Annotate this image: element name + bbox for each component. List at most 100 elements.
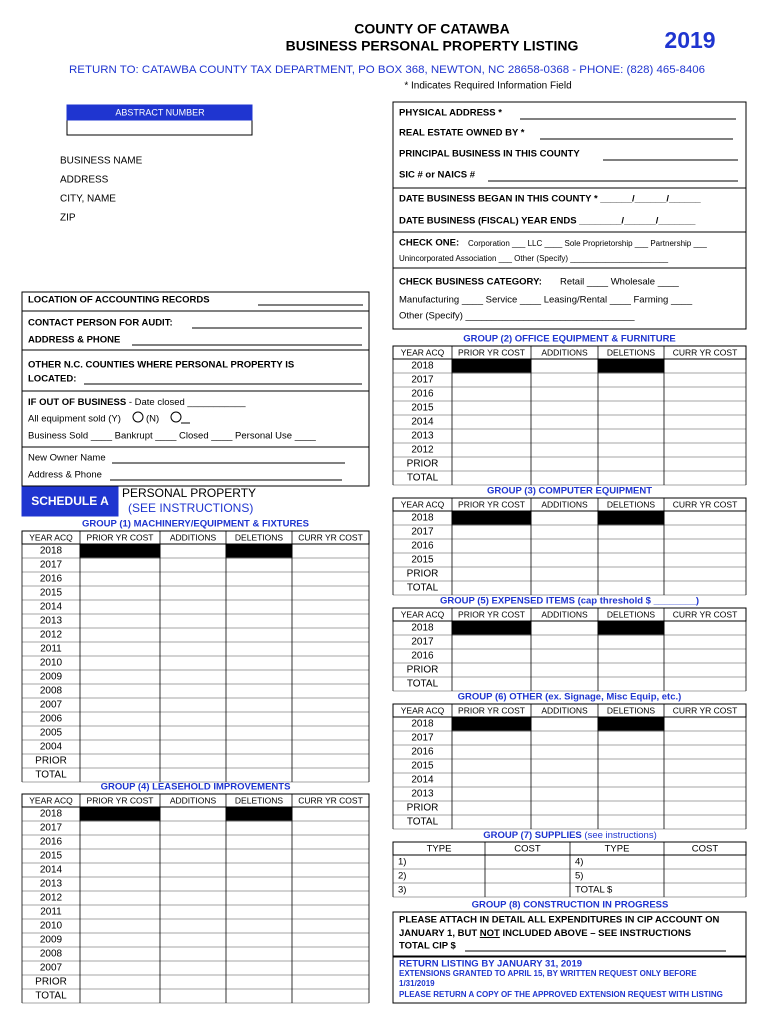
row-label: 2015 bbox=[411, 761, 434, 772]
row-label: 2012 bbox=[40, 893, 63, 904]
label: Unincorporated Association ___ Other (Sp… bbox=[399, 254, 669, 263]
box bbox=[21, 486, 119, 517]
row-label: 2011 bbox=[40, 907, 62, 918]
box bbox=[451, 510, 532, 526]
label: LOCATION OF ACCOUNTING RECORDS bbox=[28, 295, 210, 306]
label: CONTACT PERSON FOR AUDIT: bbox=[28, 318, 173, 329]
label: SCHEDULE A bbox=[31, 494, 109, 508]
column-header: YEAR ACQ bbox=[401, 499, 445, 509]
box bbox=[79, 543, 161, 559]
column-header: DELETIONS bbox=[607, 499, 656, 509]
row-label: 2016 bbox=[411, 651, 434, 662]
year: 2019 bbox=[664, 27, 715, 53]
label: Business Sold ____ Bankrupt ____ Closed … bbox=[28, 431, 317, 442]
label: - Date closed ___________ bbox=[126, 397, 246, 408]
label: GROUP (7) SUPPLIES bbox=[483, 830, 582, 841]
label: TOTAL CIP $ bbox=[399, 941, 457, 952]
row-label: PRIOR bbox=[407, 459, 439, 470]
row-label: 2012 bbox=[40, 630, 63, 641]
column-header: YEAR ACQ bbox=[401, 347, 445, 357]
box bbox=[225, 806, 293, 822]
label: Retail ____ Wholesale ____ bbox=[560, 277, 680, 288]
row-label: 2018 bbox=[411, 361, 434, 372]
row-label: 2018 bbox=[411, 719, 434, 730]
label: 3) bbox=[398, 885, 406, 896]
row-label: 2016 bbox=[411, 541, 434, 552]
box bbox=[451, 620, 532, 636]
property-field: DATE BUSINESS (FISCAL) YEAR ENDS _______… bbox=[399, 216, 696, 227]
column-header: PRIOR YR COST bbox=[87, 795, 154, 805]
label: TOTAL $ bbox=[575, 885, 613, 896]
row-label: 2016 bbox=[40, 837, 63, 848]
column-header: ADDITIONS bbox=[541, 347, 588, 357]
title: BUSINESS PERSONAL PROPERTY LISTING bbox=[286, 38, 579, 54]
column-header: DELETIONS bbox=[607, 609, 656, 619]
row-label: 2017 bbox=[411, 733, 434, 744]
row-label: 2017 bbox=[40, 823, 63, 834]
column-header: PRIOR YR COST bbox=[458, 347, 525, 357]
row-label: 2018 bbox=[411, 513, 434, 524]
row-label: 2013 bbox=[411, 431, 434, 442]
row-label: 2009 bbox=[40, 672, 63, 683]
label: All equipment sold (Y) bbox=[28, 414, 121, 425]
row-label: 2016 bbox=[40, 574, 63, 585]
column-header: YEAR ACQ bbox=[401, 609, 445, 619]
row-label: 2014 bbox=[40, 865, 63, 876]
label: ADDRESS & PHONE bbox=[28, 335, 120, 346]
return-to: RETURN TO: CATAWBA COUNTY TAX DEPARTMENT… bbox=[69, 64, 705, 76]
column-header: DELETIONS bbox=[235, 532, 284, 542]
column-header: CURR YR COST bbox=[673, 705, 738, 715]
county: COUNTY OF CATAWBA bbox=[354, 21, 510, 37]
property-field: PHYSICAL ADDRESS * bbox=[399, 108, 502, 119]
column-header: CURR YR COST bbox=[673, 347, 738, 357]
label: IF OUT OF BUSINESS bbox=[28, 397, 126, 408]
box bbox=[225, 543, 293, 559]
label: New Owner Name bbox=[28, 453, 106, 464]
column-header: ADDITIONS bbox=[541, 705, 588, 715]
row-label: TOTAL bbox=[407, 473, 439, 484]
row-label: 2011 bbox=[40, 644, 62, 655]
label: Manufacturing ____ Service ____ Leasing/… bbox=[399, 295, 693, 306]
row-label: 2016 bbox=[411, 747, 434, 758]
box bbox=[66, 104, 253, 121]
label: RETURN LISTING BY JANUARY 31, 2019 bbox=[399, 959, 582, 970]
column-header: YEAR ACQ bbox=[29, 532, 73, 542]
column-header: TYPE bbox=[427, 844, 452, 855]
column-header: ADDITIONS bbox=[541, 609, 588, 619]
row-label: 2014 bbox=[40, 602, 63, 613]
label: CHECK ONE: bbox=[399, 238, 459, 249]
column-header: DELETIONS bbox=[607, 347, 656, 357]
row-label: TOTAL bbox=[35, 991, 67, 1002]
row-label: 2015 bbox=[411, 555, 434, 566]
row-label: 2015 bbox=[40, 851, 63, 862]
column-header: CURR YR COST bbox=[298, 795, 363, 805]
column-header: PRIOR YR COST bbox=[87, 532, 154, 542]
box bbox=[392, 956, 747, 1004]
row-label: TOTAL bbox=[407, 583, 439, 594]
row-label: 2015 bbox=[40, 588, 63, 599]
row-label: 2013 bbox=[40, 879, 63, 890]
row-label: TOTAL bbox=[407, 679, 439, 690]
column-header: CURR YR COST bbox=[673, 609, 738, 619]
group-title: GROUP (7) SUPPLIES (see instructions) bbox=[483, 830, 657, 841]
row-label: 2017 bbox=[411, 375, 434, 386]
label: JANUARY 1, BUT NOT INCLUDED ABOVE – SEE … bbox=[399, 928, 691, 939]
abstract-number: ABSTRACT NUMBER bbox=[115, 107, 205, 117]
row-label: PRIOR bbox=[35, 977, 67, 988]
row-label: 2013 bbox=[411, 789, 434, 800]
box bbox=[79, 806, 161, 822]
box bbox=[597, 620, 665, 636]
label: EXTENSIONS GRANTED TO APRIL 15, BY WRITT… bbox=[399, 969, 697, 978]
label: PLEASE RETURN A COPY OF THE APPROVED EXT… bbox=[399, 990, 723, 999]
row-label: PRIOR bbox=[35, 756, 67, 767]
label: 1/31/2019 bbox=[399, 979, 435, 988]
row-label: 2006 bbox=[40, 714, 63, 725]
property-field: REAL ESTATE OWNED BY * bbox=[399, 128, 525, 139]
row-label: 2009 bbox=[40, 935, 63, 946]
row-label: 2018 bbox=[40, 809, 63, 820]
box bbox=[392, 911, 747, 957]
group-title: GROUP (6) OTHER (ex. Signage, Misc Equip… bbox=[458, 692, 682, 703]
label: PERSONAL PROPERTY bbox=[122, 486, 256, 500]
column-header: DELETIONS bbox=[607, 705, 656, 715]
